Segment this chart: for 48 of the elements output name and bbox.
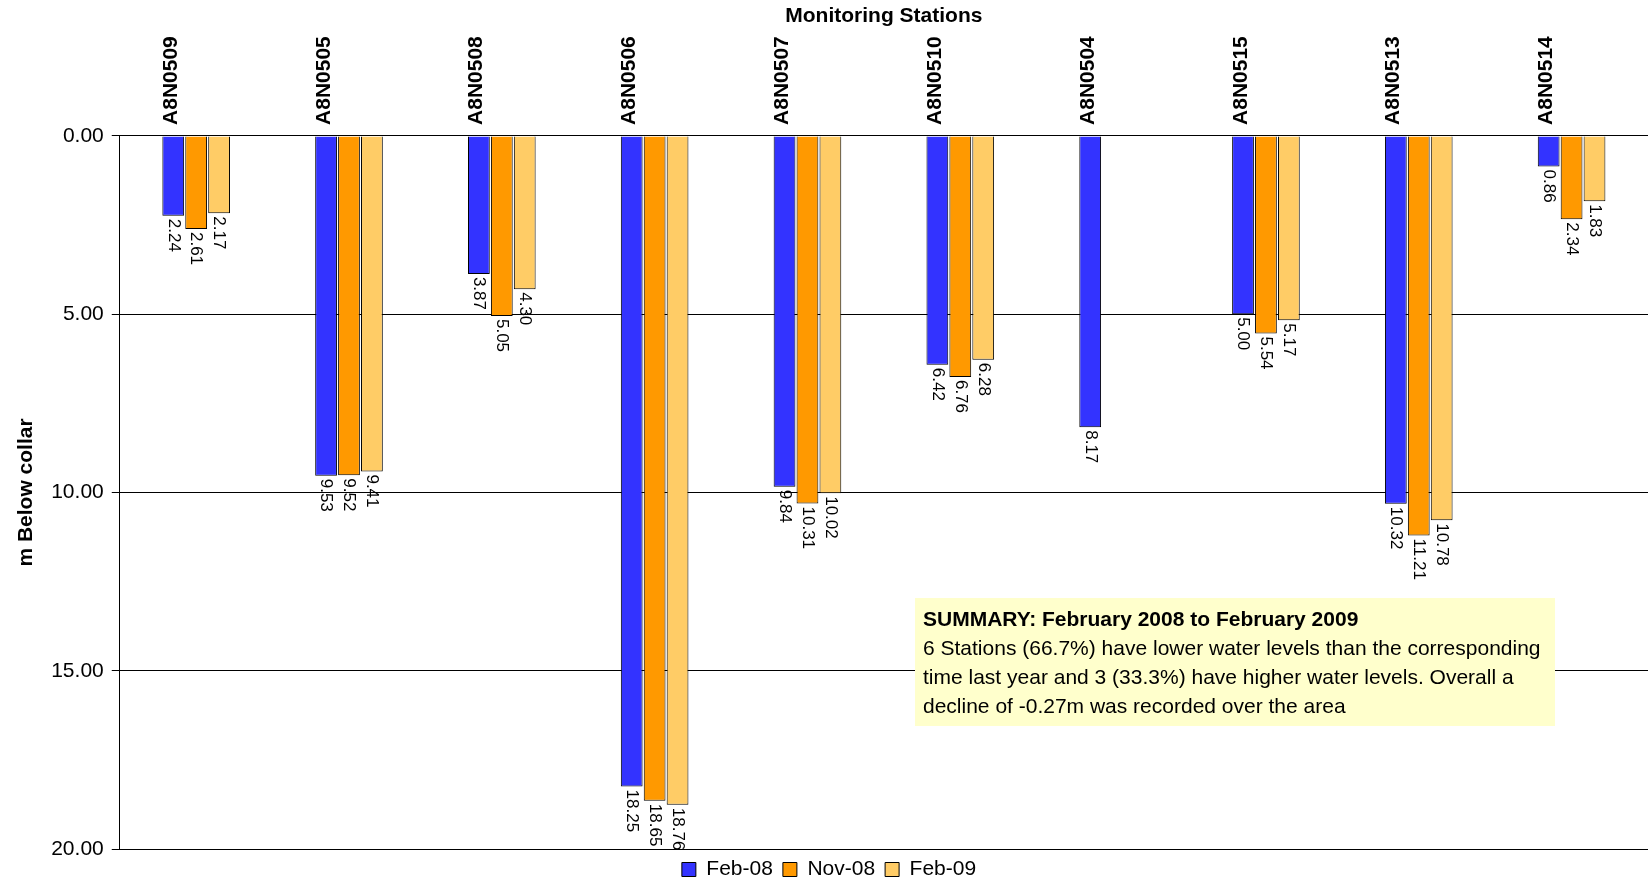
data-label: 18.25: [623, 789, 643, 833]
data-label: 10.32: [1387, 506, 1407, 550]
data-label: 2.24: [164, 218, 184, 252]
annotation: 6 Stations (66.7%) have lower water levels than the corresponding time last year and 3 (33.3%) have higher water levels. Overall a decline of -0.27m was recorded over the area: [923, 636, 1541, 717]
data-label: 11.21: [1410, 538, 1430, 580]
data-label: 5.05: [493, 318, 513, 353]
x-tick-label: A8N0513: [1380, 36, 1404, 125]
data-label: 5.00: [1234, 317, 1254, 351]
x-tick-label: A8N0506: [616, 36, 640, 125]
y-tick-label: 0.00: [62, 122, 104, 146]
y-tick-label: 15.00: [51, 657, 104, 681]
data-label: 8.17: [1081, 430, 1101, 464]
data-label: 5.54: [1257, 336, 1277, 370]
data-label: 6.42: [928, 367, 948, 401]
data-label: 9.52: [340, 478, 360, 512]
x-tick-label: A8N0510: [921, 36, 945, 125]
y-tick-label: 10.00: [51, 479, 104, 503]
data-label: 6.28: [974, 362, 994, 396]
data-label: 9.53: [317, 478, 337, 512]
x-tick-label: A8N0508: [463, 35, 487, 125]
data-label: 1.83: [1585, 204, 1605, 238]
data-label: 3.87: [470, 276, 490, 310]
data-label: 2.34: [1562, 222, 1582, 256]
legend-label: Feb-09: [909, 856, 977, 880]
data-label: 5.17: [1280, 323, 1300, 357]
x-tick-label: A8N0505: [310, 35, 334, 125]
data-label: 2.61: [187, 231, 207, 266]
data-label: 18.76: [668, 807, 688, 851]
x-tick-label: A8N0515: [1227, 35, 1251, 125]
data-label: 9.41: [363, 474, 383, 508]
x-tick-label: A8N0509: [157, 36, 181, 125]
x-tick-label: A8N0507: [769, 36, 793, 125]
y-axis-title: m Below collar: [13, 418, 37, 567]
annotation: SUMMARY: February 2008 to February 2009: [923, 606, 1360, 632]
data-label: 0.86: [1539, 169, 1559, 203]
data-label: 10.31: [798, 506, 818, 550]
x-tick-label: A8N0514: [1533, 35, 1557, 125]
legend-label: Nov-08: [807, 856, 876, 880]
y-tick-label: 5.00: [62, 300, 104, 324]
data-label: 10.78: [1433, 523, 1452, 566]
data-label: 10.02: [821, 496, 841, 539]
y-tick-label: 20.00: [51, 835, 104, 859]
legend-label: Feb-08: [706, 856, 773, 880]
x-axis-title: Monitoring Stations: [785, 3, 983, 27]
data-label: 2.17: [210, 216, 230, 250]
x-tick-label: A8N0504: [1074, 35, 1098, 125]
data-label: 18.65: [645, 803, 665, 847]
data-label: 6.76: [951, 379, 971, 414]
